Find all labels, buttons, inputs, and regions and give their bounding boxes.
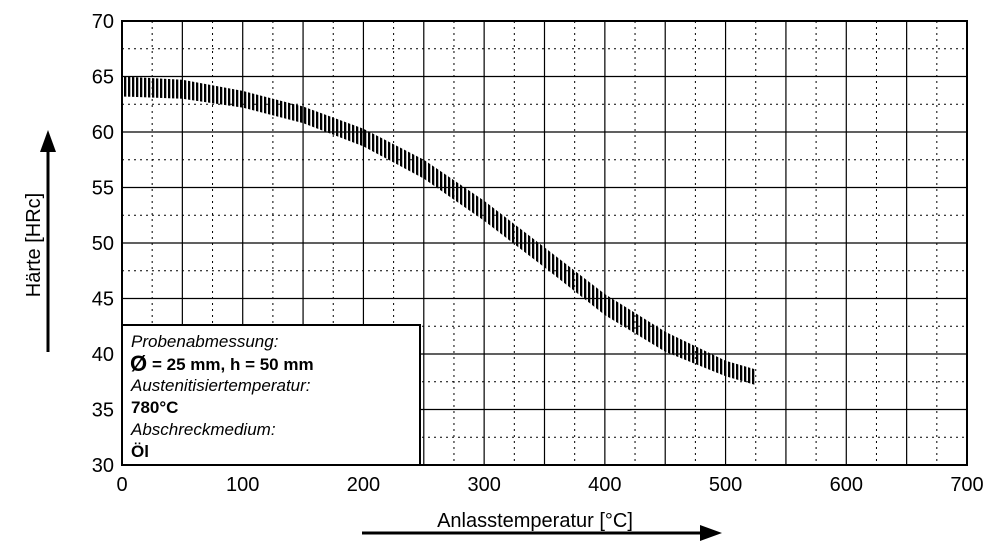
x-axis-label: Anlasstemperatur [°C] <box>437 510 633 532</box>
y-tick-label: 65 <box>92 67 114 89</box>
y-tick-label: 55 <box>92 178 114 200</box>
info-line-quench-value: Öl <box>131 442 149 461</box>
info-line-austenitizing-label: Austenitisiertemperatur: <box>130 376 311 395</box>
x-tick-label: 400 <box>588 474 621 496</box>
y-tick-labels: 30 35 40 45 50 55 60 65 70 <box>92 11 114 477</box>
info-line-quench-label: Abschreckmedium: <box>130 420 276 439</box>
plot-frame <box>121 20 968 466</box>
info-line-sample-size-label: Probenabmessung: <box>131 332 279 351</box>
y-tick-label: 50 <box>92 233 114 255</box>
info-box-frame <box>121 324 421 466</box>
hardness-band <box>122 76 756 386</box>
info-box: Probenabmessung: Ø = 25 mm, h = 50 mm Au… <box>121 324 421 466</box>
x-tick-label: 0 <box>116 474 127 496</box>
y-tick-label: 40 <box>92 344 114 366</box>
y-axis-arrowhead <box>40 130 56 152</box>
x-tick-label: 300 <box>467 474 500 496</box>
x-tick-label: 700 <box>950 474 983 496</box>
x-tick-label: 100 <box>226 474 259 496</box>
y-tick-label: 45 <box>92 289 114 311</box>
x-tick-label: 200 <box>347 474 380 496</box>
y-tick-label: 60 <box>92 122 114 144</box>
y-axis-label: Härte [HRc] <box>23 193 45 297</box>
y-tick-label: 35 <box>92 400 114 422</box>
y-tick-label: 30 <box>92 455 114 477</box>
hardness-band-area-0 <box>122 76 756 386</box>
x-tick-label: 600 <box>830 474 863 496</box>
x-axis-arrowhead <box>700 525 722 541</box>
y-tick-label: 70 <box>92 11 114 33</box>
x-tick-labels: 0 100 200 300 400 500 600 700 <box>116 474 983 496</box>
diameter-icon: Ø <box>130 351 147 376</box>
info-line-sample-size-value: = 25 mm, h = 50 mm <box>152 355 314 374</box>
x-tick-label: 500 <box>709 474 742 496</box>
info-line-austenitizing-value: 780°C <box>131 398 178 417</box>
